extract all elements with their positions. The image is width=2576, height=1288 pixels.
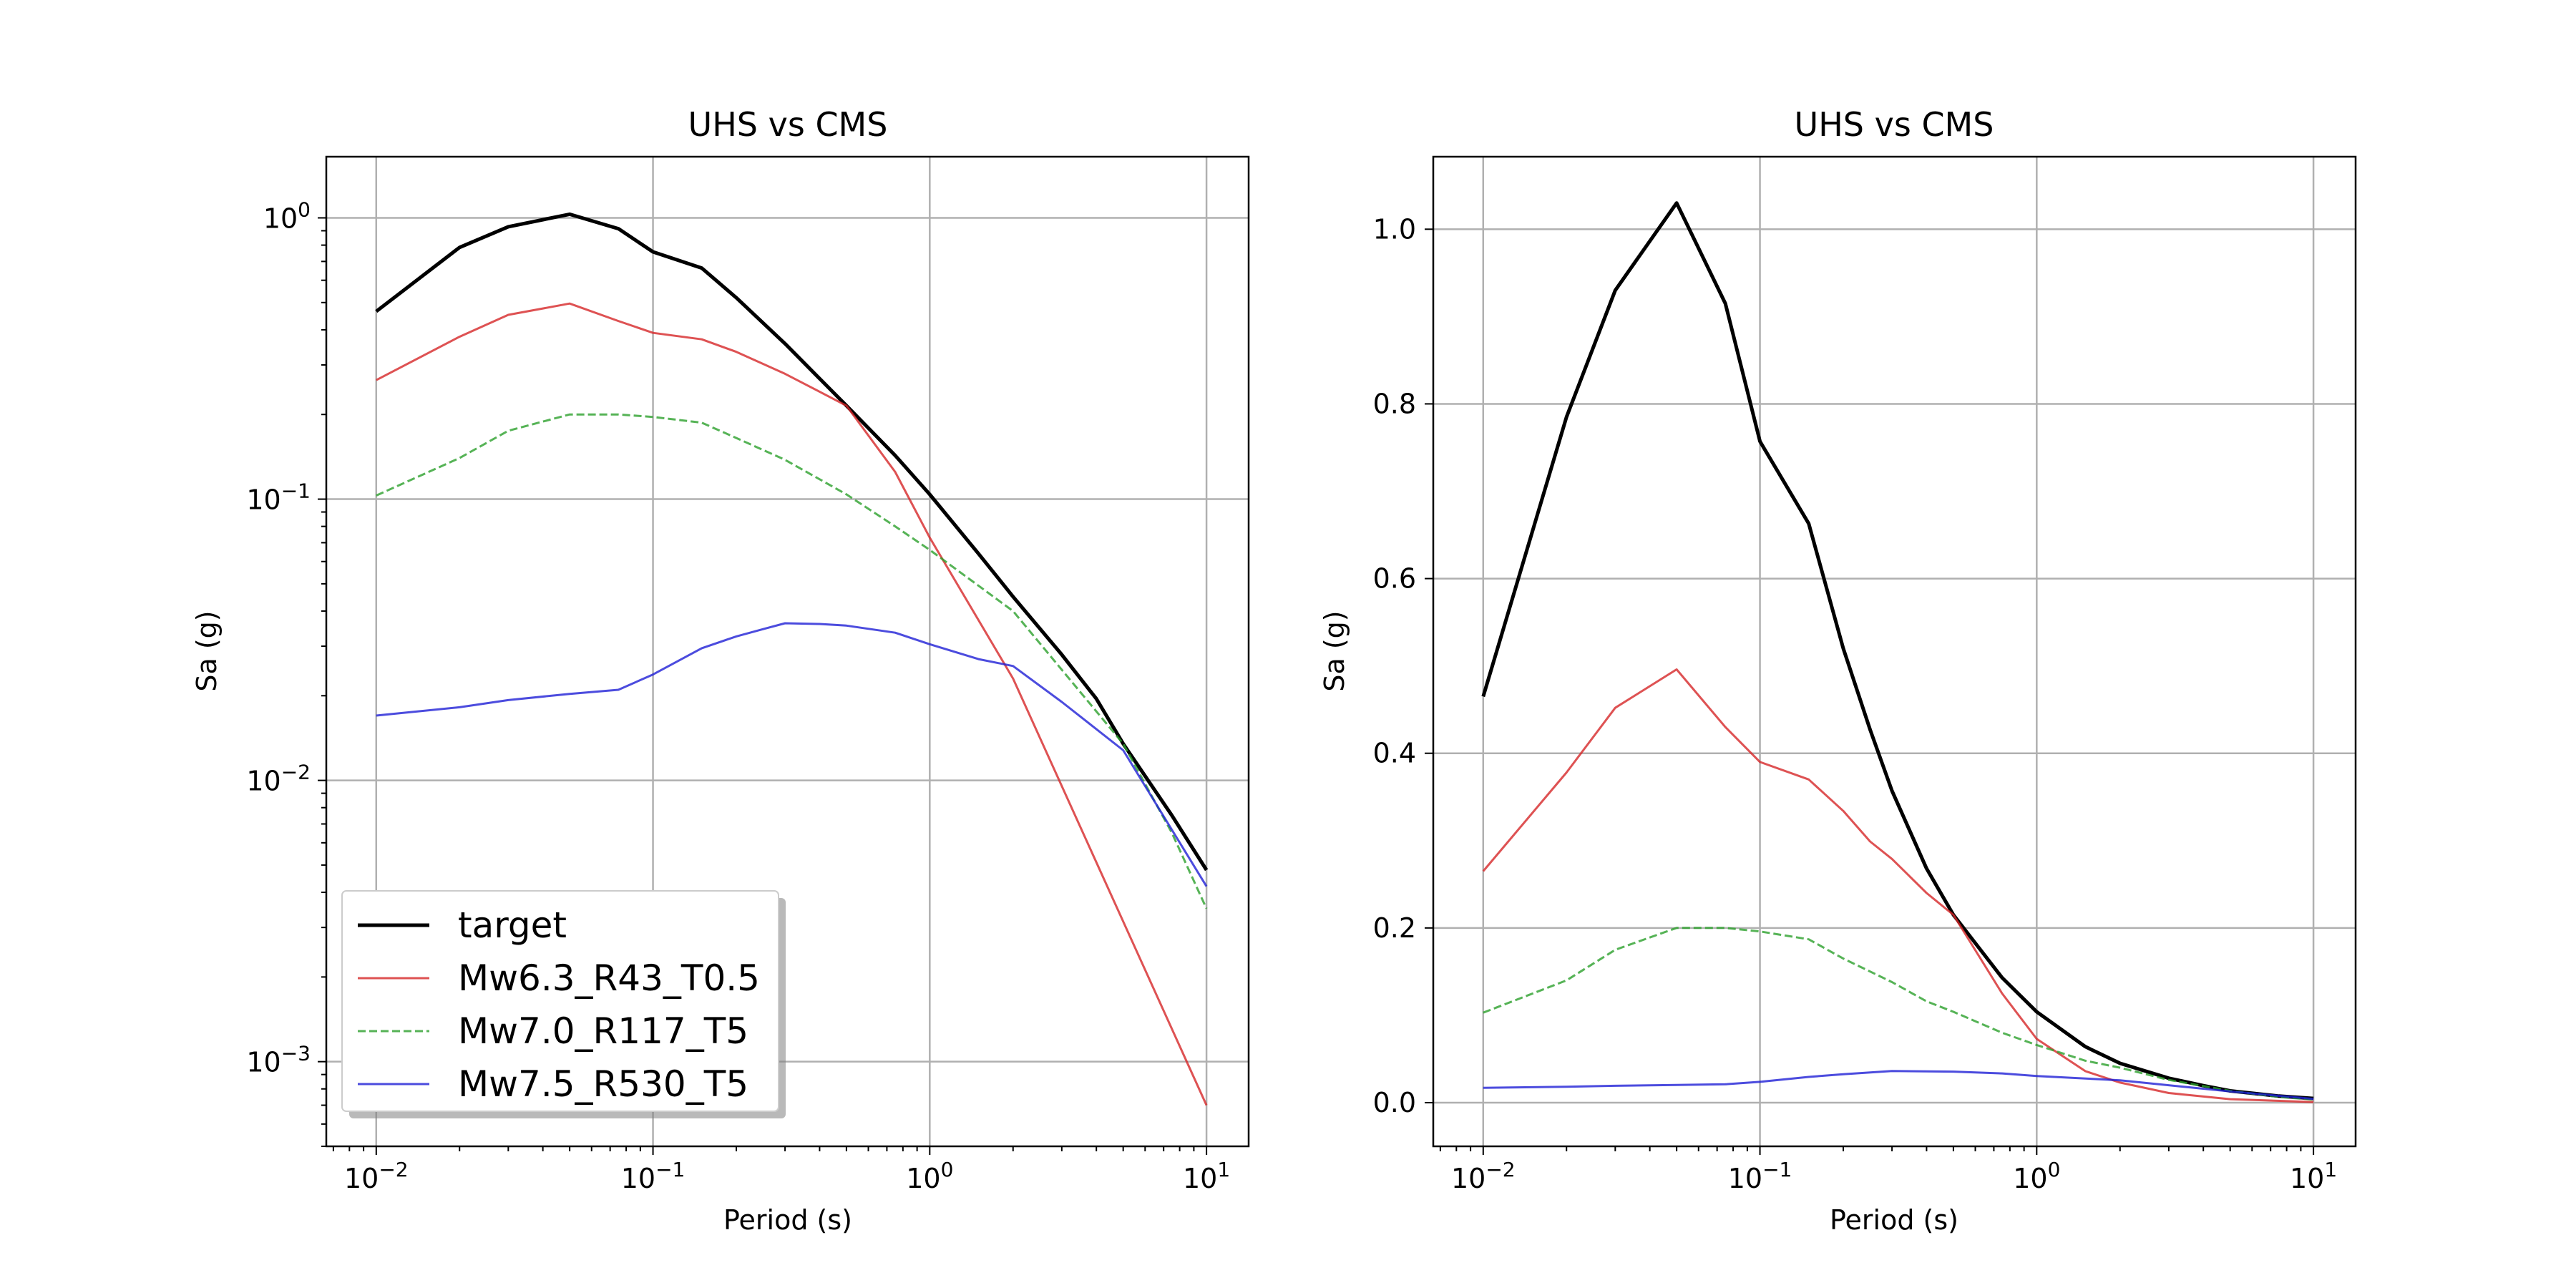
y-tick-label: 0.0 (1373, 1087, 1416, 1118)
x-tick-label: 10−2 (1451, 1158, 1516, 1194)
y-tick-label: 100 (263, 197, 311, 234)
legend-label-mw7-5-r530-t5: Mw7.5_R530_T5 (458, 1063, 748, 1105)
y-tick-label: 0.2 (1373, 912, 1416, 944)
series-line-3 (1483, 927, 2314, 1101)
left-panel-log-log: UHS vs CMS Period (s) Sa (g) 10−2 10−1 100… (191, 105, 1250, 1236)
series-line-4 (1483, 1070, 2314, 1101)
series-line-mw7-0-r117-t5 (376, 413, 1208, 909)
x-tick-label: 101 (1183, 1158, 1230, 1194)
x-tick-label: 100 (2013, 1158, 2060, 1194)
y-tick-label: 1.0 (1373, 213, 1416, 245)
chart-title: UHS vs CMS (688, 105, 888, 144)
chart-title: UHS vs CMS (1795, 105, 1994, 144)
series-group (375, 212, 1209, 1106)
y-axis-label: Sa (g) (191, 610, 223, 691)
series-line-1 (1481, 201, 2314, 1101)
series-line-target (375, 212, 1209, 872)
plot-frame (1432, 155, 2357, 1148)
series-line-mw7-5-r530-t5 (376, 622, 1208, 887)
x-axis-label: Period (s) (1830, 1204, 1958, 1236)
series-line-2 (1482, 668, 2314, 1103)
right-panel-log-linear: UHS vs CMS Period (s) Sa (g) 10−2 10−1 100… (1319, 105, 2357, 1236)
y-tick-label: 10−2 (246, 761, 311, 797)
legend-label-mw6-3-r43-t0-5: Mw6.3_R43_T0.5 (458, 957, 760, 999)
series-group (1481, 201, 2314, 1103)
y-tick-label: 10−1 (246, 479, 311, 516)
x-axis-label: Period (s) (723, 1204, 852, 1236)
x-tick-label: 101 (2290, 1158, 2337, 1194)
y-axis-label: Sa (g) (1319, 610, 1350, 691)
x-tick-label: 10−1 (621, 1158, 686, 1194)
y-tick-label: 0.4 (1373, 738, 1416, 769)
x-tick-label: 10−2 (344, 1158, 409, 1194)
x-tick-label: 100 (906, 1158, 953, 1194)
plot-frame (325, 155, 1250, 1148)
y-tick-label: 10−3 (246, 1042, 311, 1078)
legend: target Mw6.3_R43_T0.5 Mw7.0_R117_T5 Mw7.5_R… (341, 890, 786, 1118)
legend-box (341, 890, 779, 1112)
series-line-mw6-3-r43-t0-5 (376, 302, 1208, 1106)
legend-label-mw7-0-r117-t5: Mw7.0_R117_T5 (458, 1010, 748, 1052)
y-tick-label: 0.8 (1373, 388, 1416, 419)
y-tick-label: 0.6 (1373, 563, 1416, 595)
x-tick-label: 10−1 (1728, 1158, 1792, 1194)
legend-label-target: target (458, 904, 567, 946)
